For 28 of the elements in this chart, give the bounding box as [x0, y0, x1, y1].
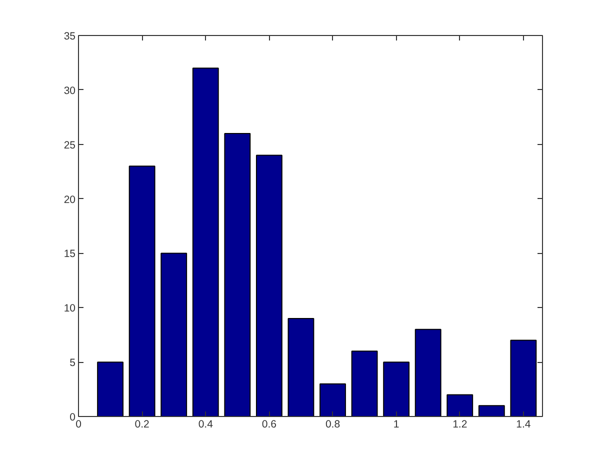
- x-tick-label: 1: [393, 418, 400, 430]
- y-tick-label: 30: [64, 84, 76, 97]
- y-tick-label: 20: [64, 194, 76, 206]
- bar: [128, 166, 156, 416]
- x-tick-label: 1.2: [452, 418, 468, 430]
- bar: [160, 252, 188, 416]
- bar: [351, 350, 378, 416]
- bar: [414, 328, 442, 416]
- bar: [224, 132, 251, 416]
- y-tick-label: 10: [64, 302, 76, 315]
- bar: [256, 154, 282, 416]
- x-tick-label: 0.8: [325, 418, 340, 430]
- bar: [97, 362, 124, 416]
- y-tick-label: 25: [64, 139, 76, 152]
- y-tick-label: 5: [70, 357, 76, 370]
- bar: [320, 383, 346, 416]
- bar: [192, 68, 219, 416]
- x-tick-label: 0.2: [134, 418, 150, 430]
- y-tick-label: 35: [64, 30, 76, 42]
- x-tick-label: 0.4: [198, 418, 214, 430]
- bar: [383, 362, 410, 416]
- bar: [446, 394, 474, 416]
- x-tick-label: 0.6: [262, 418, 277, 430]
- bar: [478, 405, 505, 416]
- bar: [510, 340, 537, 416]
- x-tick-label: 1.4: [516, 418, 531, 430]
- bar: [288, 318, 314, 416]
- y-tick-label: 15: [64, 248, 76, 260]
